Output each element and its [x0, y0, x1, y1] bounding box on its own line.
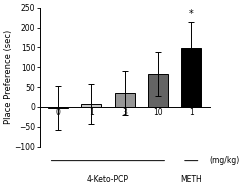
Bar: [148, 74, 168, 107]
Y-axis label: Place Preference (sec): Place Preference (sec): [4, 30, 13, 124]
Text: 4-Keto-PCP: 4-Keto-PCP: [87, 174, 129, 184]
Bar: [181, 48, 201, 107]
Bar: [48, 107, 68, 108]
Bar: [115, 93, 135, 107]
Text: METH: METH: [180, 174, 202, 184]
Text: (mg/kg): (mg/kg): [210, 156, 240, 165]
Text: *: *: [189, 9, 194, 19]
Bar: [81, 104, 101, 107]
